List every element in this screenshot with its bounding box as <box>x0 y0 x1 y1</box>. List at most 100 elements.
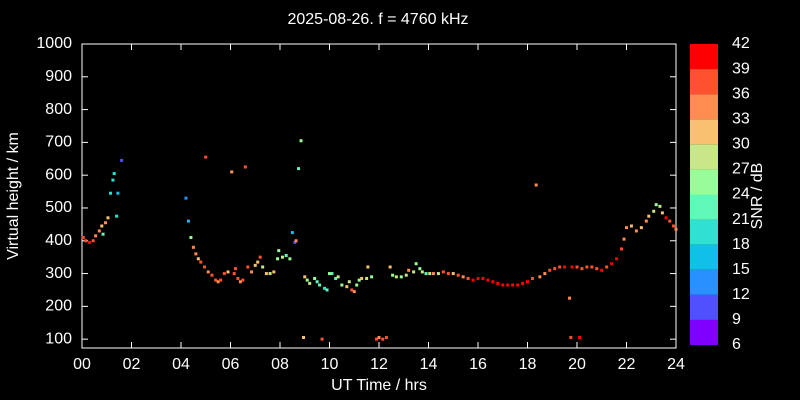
data-point <box>345 285 349 289</box>
data-point <box>120 158 124 162</box>
data-point <box>236 276 240 280</box>
data-point <box>232 272 236 276</box>
data-point <box>530 276 534 280</box>
data-point <box>308 281 312 285</box>
data-point <box>575 265 579 269</box>
data-point <box>219 278 223 282</box>
data-point <box>216 280 220 284</box>
colorbar-tick-label: 30 <box>732 136 750 153</box>
colorbar-band <box>690 319 718 345</box>
data-point <box>222 272 226 276</box>
y-tick-label: 400 <box>45 232 72 249</box>
data-point <box>625 226 628 230</box>
data-point <box>241 278 245 282</box>
data-point <box>184 196 188 200</box>
data-point <box>570 265 574 269</box>
colorbar-band <box>690 294 718 320</box>
x-tick-label: 24 <box>667 356 685 373</box>
data-point <box>243 165 247 169</box>
data-point <box>100 224 104 228</box>
colorbar-tick-label: 27 <box>732 161 750 178</box>
data-point <box>196 257 200 261</box>
colorbar-tick-label: 39 <box>732 60 750 77</box>
data-point <box>299 139 303 143</box>
data-point <box>436 272 440 276</box>
data-point <box>233 267 237 271</box>
x-tick-label: 06 <box>222 356 240 373</box>
y-tick-label: 1000 <box>36 35 72 52</box>
x-axis-label: UT Time / hrs <box>331 377 427 394</box>
data-point <box>297 167 301 171</box>
colorbar-tick-label: 36 <box>732 85 750 102</box>
data-point <box>253 263 257 267</box>
data-point <box>558 265 562 269</box>
colorbar-tick-label: 42 <box>732 35 750 52</box>
data-point <box>381 337 385 341</box>
data-point <box>290 231 294 235</box>
data-point <box>446 272 450 276</box>
colorbar-band <box>690 219 718 245</box>
y-tick-label: 500 <box>45 199 72 216</box>
colorbar-tick-label: 24 <box>732 186 750 203</box>
colorbar-band <box>690 69 718 95</box>
data-point <box>108 191 112 195</box>
data-point <box>277 249 281 253</box>
data-point <box>418 267 422 271</box>
colorbar-band <box>690 169 718 195</box>
data-point <box>424 272 428 276</box>
data-point <box>496 281 500 285</box>
data-point <box>288 257 292 261</box>
data-point <box>486 278 490 282</box>
data-point <box>664 216 668 220</box>
data-point <box>276 257 280 261</box>
data-point <box>534 183 538 187</box>
data-point <box>325 288 329 292</box>
data-point <box>658 204 662 208</box>
x-tick-label: 20 <box>568 356 586 373</box>
data-point <box>615 257 619 261</box>
data-point <box>476 276 480 280</box>
data-point <box>328 272 331 276</box>
x-tick-label: 18 <box>519 356 537 373</box>
data-point <box>106 216 110 220</box>
colorbar-band <box>690 194 718 220</box>
data-point <box>634 229 638 233</box>
colorbar-tick-label: 33 <box>732 110 750 127</box>
data-point <box>644 219 648 223</box>
data-point <box>568 296 572 300</box>
data-point <box>652 209 656 213</box>
data-point <box>303 275 307 279</box>
data-point <box>420 270 424 274</box>
data-point <box>268 272 272 276</box>
data-point <box>313 276 317 280</box>
data-point <box>511 283 515 287</box>
data-point <box>246 265 250 269</box>
data-point <box>305 278 309 282</box>
data-point <box>501 283 505 287</box>
data-point <box>87 240 91 244</box>
data-point <box>186 219 190 223</box>
y-tick-label: 200 <box>45 298 72 315</box>
data-point <box>238 280 242 284</box>
data-point <box>352 290 356 294</box>
data-point <box>668 219 672 223</box>
data-point <box>538 275 542 279</box>
colorbar-label: SNR / dB <box>749 163 766 230</box>
data-point <box>660 211 664 215</box>
data-point <box>647 214 651 218</box>
data-point <box>101 232 105 236</box>
data-point <box>264 272 268 276</box>
x-tick-label: 22 <box>618 356 636 373</box>
colorbar-band <box>690 269 718 295</box>
data-point <box>357 278 361 282</box>
chart-title: 2025-08-26. f = 4760 kHz <box>287 11 468 28</box>
data-point <box>370 275 374 279</box>
colorbar-band <box>690 44 718 70</box>
data-point <box>272 270 276 274</box>
data-point <box>569 336 573 340</box>
y-tick-label: 300 <box>45 265 72 282</box>
data-point <box>654 203 658 207</box>
data-point <box>104 221 108 225</box>
data-point <box>350 288 354 292</box>
data-point <box>441 270 445 274</box>
